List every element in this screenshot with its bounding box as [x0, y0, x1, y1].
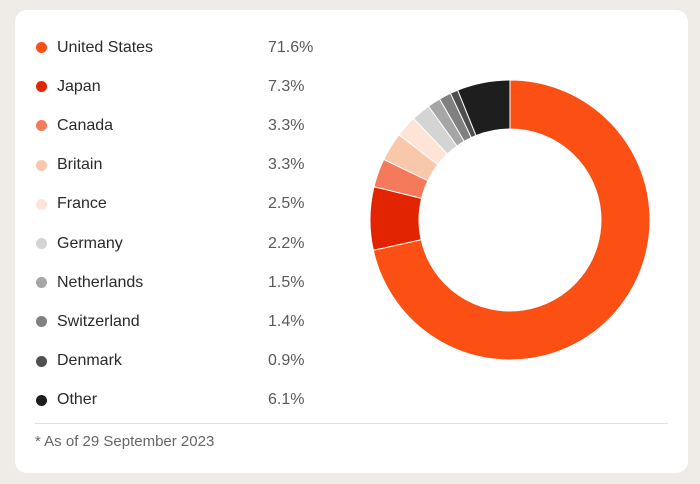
legend-value: 1.4% [268, 312, 305, 330]
legend-value: 2.2% [268, 234, 305, 252]
legend: United States 71.6% Japan 7.3% Canada 3.3% Bri… [35, 28, 335, 420]
legend-value: 1.5% [268, 273, 305, 291]
legend-label: Other [57, 391, 98, 409]
legend-item: Canada 3.3% [35, 106, 335, 145]
legend-value: 6.1% [268, 391, 305, 409]
legend-item: Other 6.1% [35, 381, 335, 420]
legend-label: Denmark [57, 352, 122, 370]
legend-item: Netherlands 1.5% [35, 263, 335, 302]
legend-item: France 2.5% [35, 185, 335, 224]
legend-item: Japan 7.3% [35, 67, 335, 106]
legend-value: 7.3% [268, 77, 305, 95]
legend-swatch [36, 42, 47, 54]
donut-chart [369, 79, 651, 361]
legend-label: France [57, 195, 107, 213]
donut-slice [457, 79, 511, 137]
legend-value: 71.6% [268, 38, 314, 56]
legend-item: Britain 3.3% [35, 146, 335, 185]
legend-swatch [36, 316, 47, 328]
legend-label: Britain [57, 156, 103, 174]
legend-swatch [36, 394, 47, 406]
footnote: * As of 29 September 2023 [35, 433, 215, 450]
legend-label: Japan [57, 77, 101, 95]
legend-label: United States [57, 38, 154, 56]
legend-swatch [36, 159, 47, 171]
donut-slice [372, 79, 651, 361]
legend-value: 0.9% [268, 352, 305, 370]
legend-item: Denmark 0.9% [35, 342, 335, 381]
legend-swatch [36, 81, 47, 93]
legend-label: Canada [57, 116, 114, 134]
legend-swatch [36, 355, 47, 367]
chart-card: United States 71.6% Japan 7.3% Canada 3.3% Bri… [15, 10, 688, 473]
legend-label: Netherlands [57, 273, 144, 291]
legend-swatch [36, 277, 47, 289]
legend-label: Germany [57, 234, 123, 252]
legend-swatch [36, 238, 47, 250]
legend-value: 2.5% [268, 195, 305, 213]
legend-swatch [36, 198, 47, 210]
legend-label: Switzerland [57, 312, 140, 330]
divider [35, 423, 668, 424]
legend-item: Germany 2.2% [35, 224, 335, 263]
legend-item: Switzerland 1.4% [35, 302, 335, 341]
legend-value: 3.3% [268, 156, 305, 174]
legend-swatch [36, 120, 47, 132]
legend-item: United States 71.6% [35, 28, 335, 67]
legend-value: 3.3% [268, 116, 305, 134]
